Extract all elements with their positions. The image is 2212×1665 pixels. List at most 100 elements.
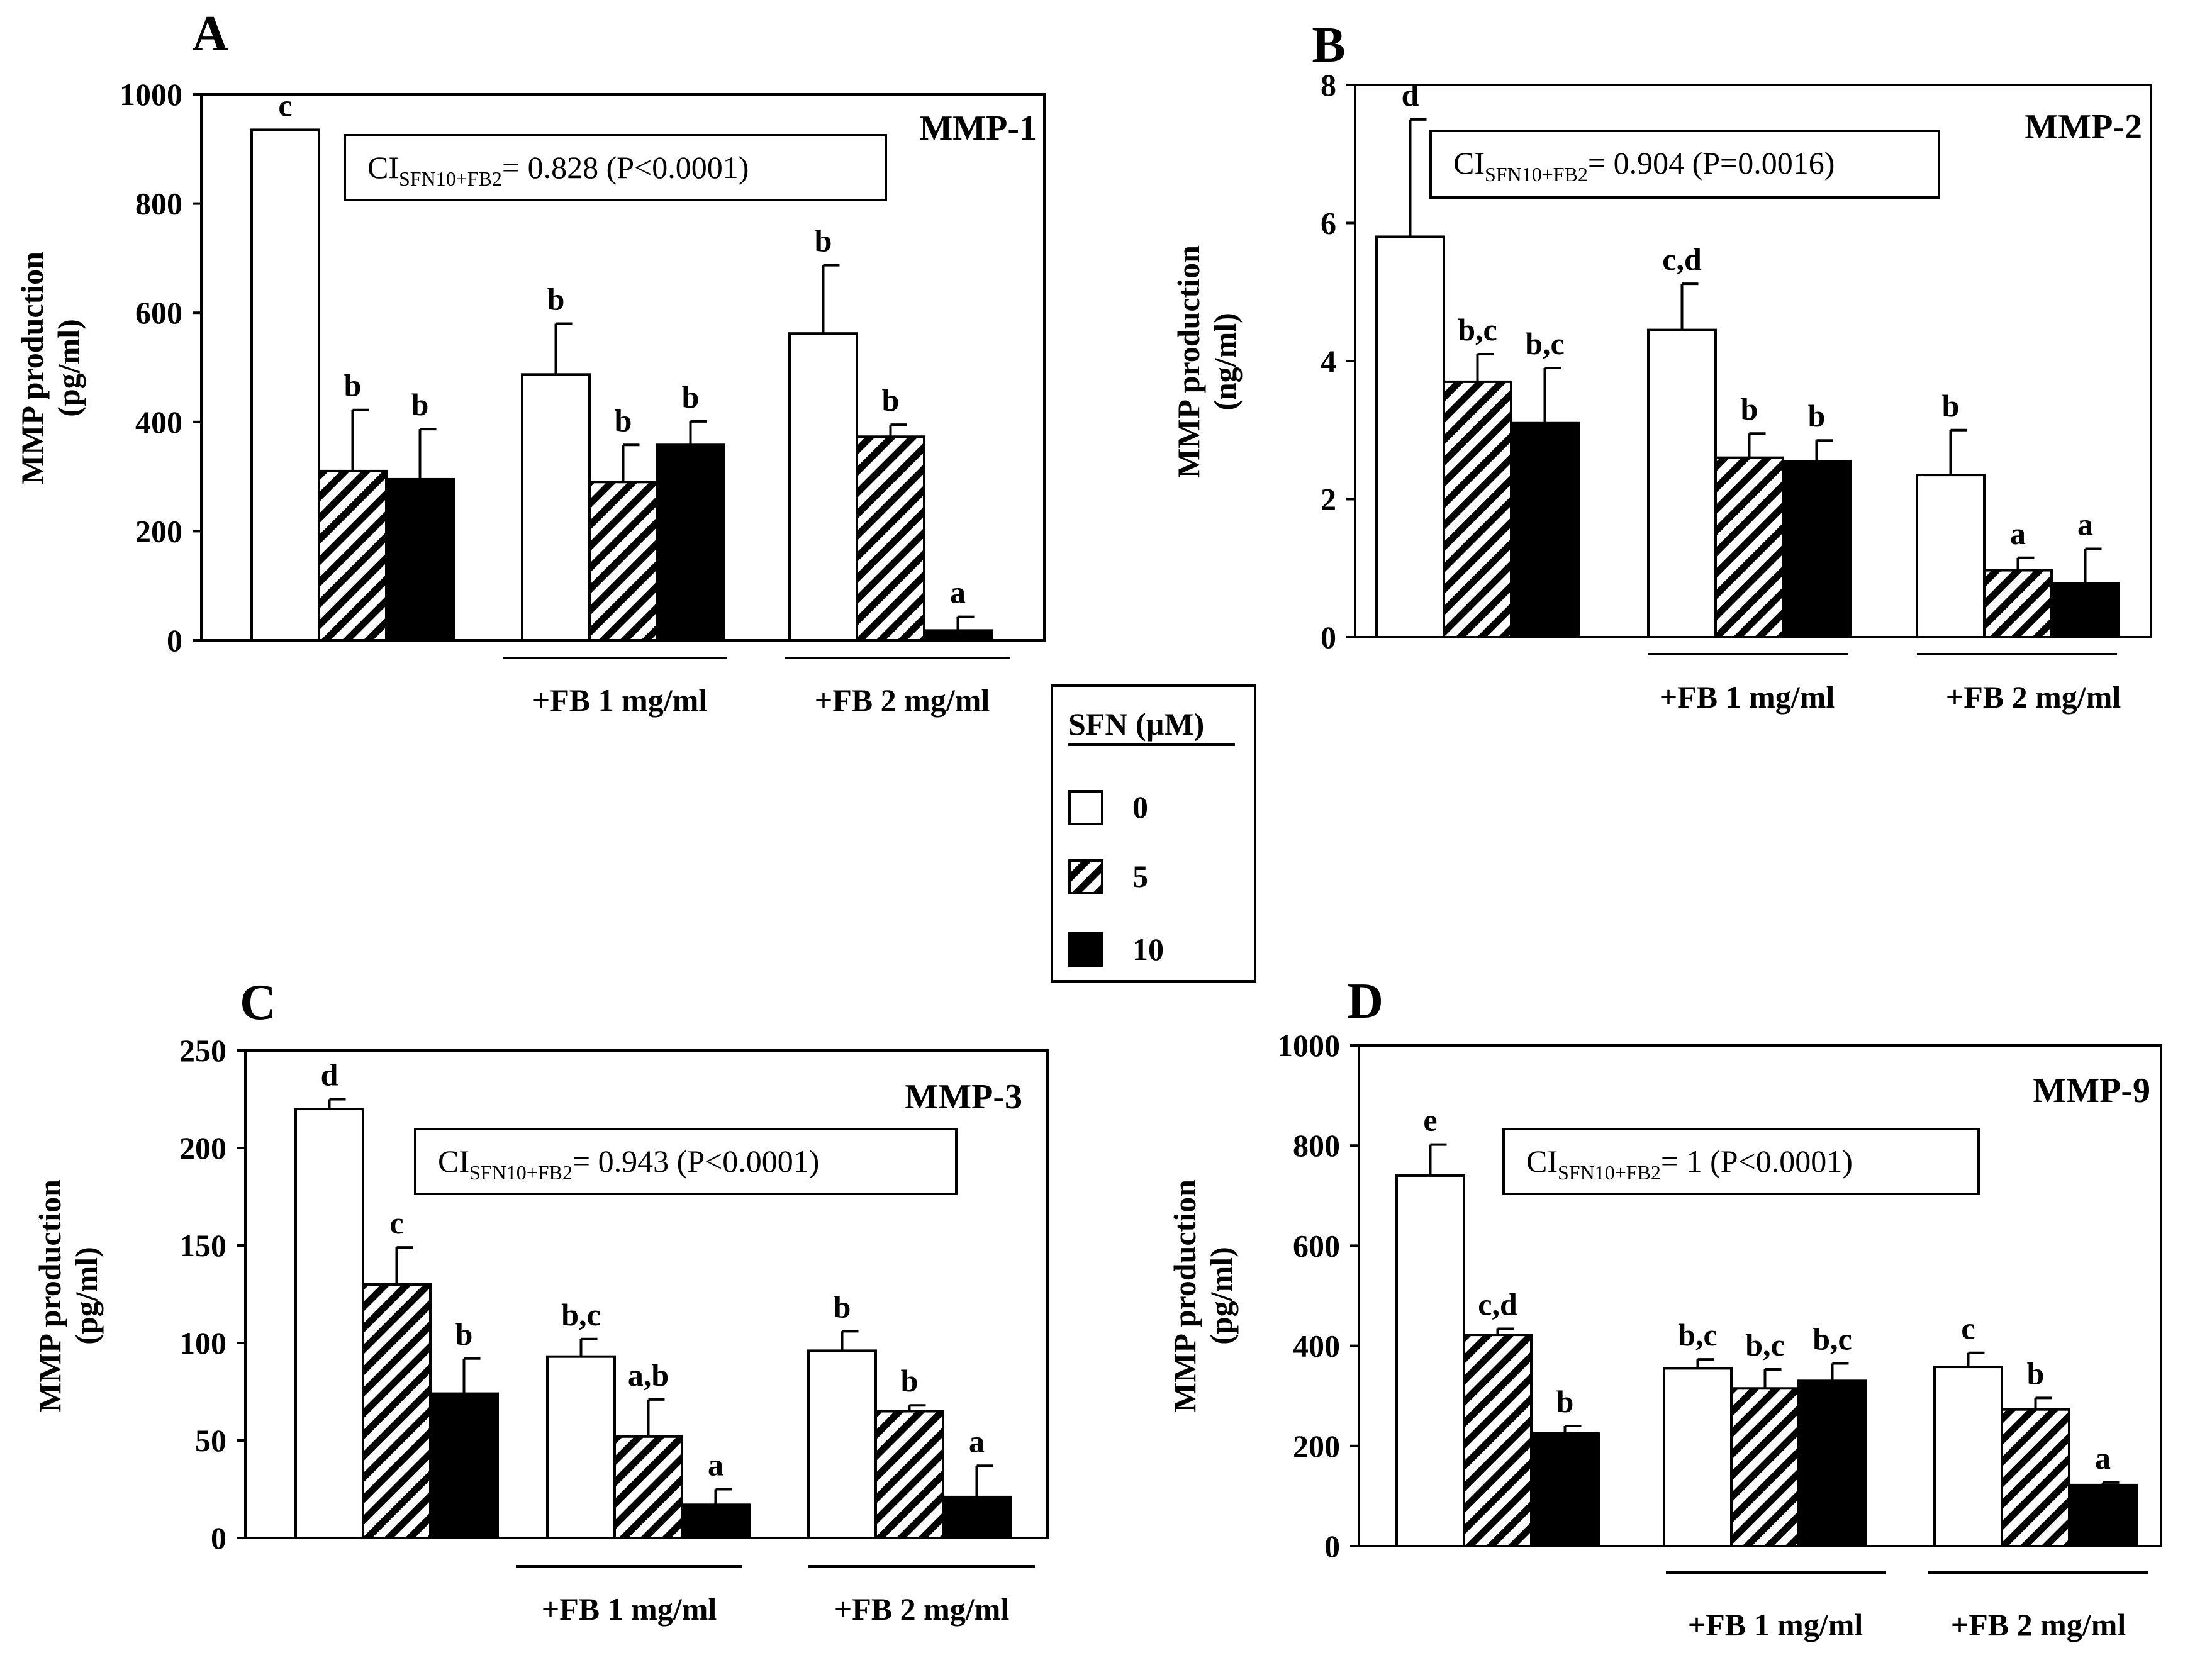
significance-letter: b — [344, 368, 362, 403]
significance-letter: b — [682, 379, 700, 415]
y-tick-label: 50 — [195, 1423, 226, 1458]
ci-annotation: CISFN10+FB2= 0.943 (P<0.0001) — [438, 1144, 819, 1184]
y-tick-label: 8 — [1321, 67, 1336, 103]
y-tick-label: 200 — [1293, 1428, 1340, 1464]
bar-open — [1375, 235, 1445, 638]
bar-hatched — [318, 469, 388, 642]
ci-annotation: CISFN10+FB2= 1 (P<0.0001) — [1526, 1144, 1853, 1184]
bar-open — [250, 128, 320, 642]
bar-hatched — [874, 1410, 944, 1539]
legend-title: SFN (µM) — [1068, 706, 1204, 742]
bar-hatched — [1714, 456, 1784, 639]
bar-open — [294, 1108, 364, 1539]
significance-letter: b — [547, 282, 565, 317]
y-axis-unit: (ng/ml) — [1207, 313, 1243, 411]
bar-solid — [429, 1392, 499, 1540]
significance-letter: b — [882, 382, 900, 418]
y-tick-label: 1000 — [120, 77, 182, 112]
panel-letter: C — [240, 975, 276, 1030]
significance-letter: d — [1402, 77, 1419, 113]
y-axis-unit: (pg/ml) — [51, 319, 86, 417]
significance-letter: c,d — [1662, 242, 1702, 277]
ci-annotation: CISFN10+FB2= 0.904 (P=0.0016) — [1453, 145, 1835, 186]
significance-letter: b,c — [1745, 1327, 1785, 1362]
group-label: +FB 2 mg/ml — [834, 1591, 1010, 1627]
group-label: +FB 2 mg/ml — [815, 682, 990, 718]
bar-hatched — [1730, 1387, 1800, 1548]
y-tick-label: 200 — [135, 513, 182, 549]
significance-letter: a — [969, 1423, 985, 1459]
significance-letter: b — [1556, 1384, 1574, 1419]
legend-box — [1051, 684, 1256, 983]
significance-letter: b — [1942, 388, 1960, 423]
bar-open — [788, 332, 858, 642]
significance-letter: c,d — [1478, 1287, 1517, 1322]
group-label: +FB 1 mg/ml — [1688, 1607, 1863, 1642]
group-label: +FB 1 mg/ml — [1660, 679, 1835, 715]
significance-letter: b — [901, 1363, 919, 1398]
bar-open — [1933, 1366, 2003, 1547]
group-label: +FB 1 mg/ml — [542, 1591, 717, 1627]
y-axis-label: MMP production — [1171, 245, 1206, 478]
significance-letter: a — [2077, 507, 2093, 542]
y-tick-label: 1000 — [1277, 1028, 1340, 1063]
bar-solid — [1782, 460, 1852, 638]
y-axis-unit: (pg/ml) — [69, 1247, 104, 1345]
bar-hatched — [613, 1435, 683, 1540]
panel-letter: B — [1312, 18, 1345, 73]
significance-letter: c — [389, 1205, 403, 1240]
significance-letter: b,c — [561, 1297, 601, 1332]
significance-letter: d — [321, 1057, 338, 1093]
y-tick-label: 800 — [135, 186, 182, 221]
chart-title: MMP-3 — [905, 1078, 1022, 1116]
bar-hatched — [588, 481, 658, 642]
significance-letter: b — [2027, 1356, 2045, 1391]
significance-letter: a — [950, 575, 966, 610]
y-tick-label: 600 — [135, 295, 182, 330]
ci-annotation-box — [1429, 130, 1940, 199]
bar-solid — [2068, 1483, 2138, 1547]
significance-letter: c — [278, 87, 292, 123]
y-tick-label: 0 — [211, 1520, 226, 1556]
significance-letter: a — [2010, 516, 2026, 551]
bar-solid — [942, 1495, 1012, 1539]
bar-solid — [681, 1503, 751, 1540]
y-tick-label: 150 — [179, 1228, 226, 1263]
panel-D: D 0 200 400 600 800 1000 MMP production (pg/ml) M… — [1167, 974, 2162, 1642]
significance-letter: b,c — [1525, 326, 1565, 361]
legend-swatch-solid — [1068, 932, 1103, 967]
y-tick-label: 0 — [167, 623, 182, 658]
chart-title: MMP-2 — [2025, 108, 2142, 147]
y-tick-label: 0 — [1324, 1529, 1340, 1564]
significance-letter: b,c — [1458, 312, 1497, 347]
bar-open — [1647, 328, 1717, 638]
significance-letter: b — [1741, 391, 1758, 426]
significance-letter: b,c — [1678, 1317, 1718, 1352]
bar-solid — [1530, 1432, 1600, 1547]
bar-open — [807, 1349, 877, 1539]
group-label: +FB 2 mg/ml — [1946, 679, 2121, 715]
y-tick-label: 400 — [1293, 1328, 1340, 1364]
significance-letter: a,b — [628, 1357, 669, 1393]
bar-hatched — [1443, 380, 1512, 638]
y-tick-label: 800 — [1293, 1128, 1340, 1163]
panel-letter: D — [1347, 974, 1383, 1029]
bar-open — [1663, 1367, 1733, 1547]
significance-letter: e — [1423, 1103, 1437, 1138]
ci-annotation-box — [414, 1128, 958, 1195]
bar-open — [521, 373, 591, 642]
y-tick-label: 100 — [179, 1325, 226, 1361]
bar-open — [1916, 474, 1986, 639]
legend-label-0: 0 — [1132, 789, 1148, 825]
y-tick-label: 4 — [1321, 343, 1336, 379]
bar-solid — [923, 629, 993, 642]
legend-label-10: 10 — [1132, 932, 1164, 967]
y-tick-label: 400 — [135, 404, 182, 440]
significance-letter: a — [708, 1447, 723, 1483]
significance-letter: b — [615, 403, 632, 438]
bar-solid — [1797, 1379, 1867, 1548]
panel-letter: A — [192, 6, 228, 62]
legend: SFN (µM) 0 5 10 — [1051, 684, 1256, 983]
bar-open — [546, 1355, 616, 1539]
